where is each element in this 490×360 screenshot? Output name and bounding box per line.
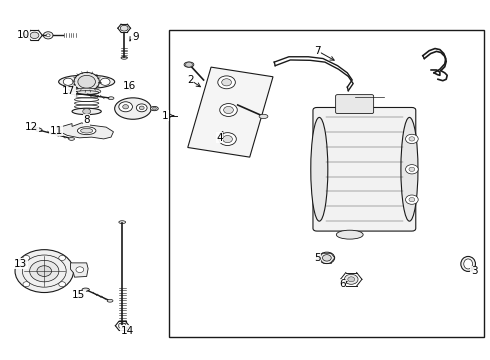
Text: 17: 17 [62, 86, 75, 96]
Circle shape [136, 104, 147, 112]
Text: 10: 10 [17, 30, 30, 40]
Circle shape [409, 137, 415, 141]
Bar [170, 30, 484, 337]
Text: 8: 8 [83, 115, 90, 125]
Circle shape [119, 102, 132, 112]
Circle shape [118, 323, 126, 329]
Ellipse shape [73, 88, 101, 95]
Ellipse shape [107, 299, 113, 302]
Circle shape [83, 109, 91, 114]
Circle shape [344, 274, 358, 284]
Ellipse shape [59, 75, 115, 89]
Ellipse shape [311, 117, 328, 221]
Circle shape [122, 105, 128, 109]
Circle shape [100, 78, 110, 85]
Ellipse shape [259, 114, 268, 118]
Ellipse shape [70, 91, 78, 95]
Text: 13: 13 [14, 259, 27, 269]
Text: 1: 1 [162, 111, 169, 121]
Ellipse shape [119, 221, 125, 224]
Text: 12: 12 [25, 122, 38, 132]
Circle shape [74, 72, 99, 91]
Text: 15: 15 [72, 290, 85, 300]
Text: 5: 5 [314, 253, 320, 263]
Circle shape [139, 106, 144, 110]
Circle shape [409, 167, 415, 171]
Circle shape [406, 165, 418, 174]
FancyBboxPatch shape [313, 108, 416, 231]
Circle shape [409, 198, 415, 202]
Ellipse shape [461, 256, 475, 271]
Polygon shape [188, 67, 273, 157]
Ellipse shape [336, 230, 363, 239]
Circle shape [186, 62, 193, 67]
Ellipse shape [108, 97, 114, 100]
Circle shape [37, 266, 51, 276]
Circle shape [59, 282, 66, 287]
Text: 4: 4 [217, 133, 223, 143]
Circle shape [406, 134, 418, 144]
Circle shape [120, 25, 128, 31]
Ellipse shape [115, 98, 151, 119]
Ellipse shape [69, 138, 74, 140]
Ellipse shape [35, 128, 42, 131]
Circle shape [63, 78, 73, 85]
Text: 16: 16 [122, 81, 136, 91]
Circle shape [218, 76, 235, 89]
Circle shape [59, 256, 66, 260]
Circle shape [406, 195, 418, 204]
Circle shape [30, 32, 39, 39]
Text: 6: 6 [339, 279, 346, 289]
Text: 14: 14 [121, 326, 134, 336]
Circle shape [43, 32, 53, 39]
Text: 3: 3 [471, 266, 477, 276]
Polygon shape [60, 123, 114, 139]
Ellipse shape [72, 108, 101, 114]
Ellipse shape [80, 129, 93, 133]
Circle shape [46, 34, 50, 37]
Circle shape [220, 104, 237, 116]
Circle shape [219, 132, 236, 145]
Circle shape [222, 135, 232, 143]
Ellipse shape [82, 288, 89, 291]
Circle shape [319, 252, 335, 264]
Circle shape [23, 256, 30, 260]
Text: 11: 11 [49, 126, 63, 136]
Circle shape [322, 255, 331, 261]
Circle shape [78, 75, 96, 88]
Circle shape [223, 107, 233, 114]
Circle shape [348, 277, 355, 282]
Ellipse shape [184, 62, 194, 67]
Circle shape [30, 260, 59, 282]
Ellipse shape [121, 57, 127, 59]
Ellipse shape [77, 127, 96, 135]
Text: 2: 2 [187, 75, 194, 85]
Circle shape [221, 79, 231, 86]
Circle shape [23, 282, 30, 287]
FancyBboxPatch shape [336, 95, 374, 113]
Circle shape [152, 107, 156, 110]
Polygon shape [71, 263, 88, 277]
Text: 7: 7 [314, 46, 320, 56]
Text: 9: 9 [132, 32, 139, 42]
Ellipse shape [401, 117, 418, 221]
Ellipse shape [464, 259, 472, 269]
Circle shape [76, 267, 84, 273]
Circle shape [15, 249, 74, 293]
Ellipse shape [150, 107, 158, 111]
